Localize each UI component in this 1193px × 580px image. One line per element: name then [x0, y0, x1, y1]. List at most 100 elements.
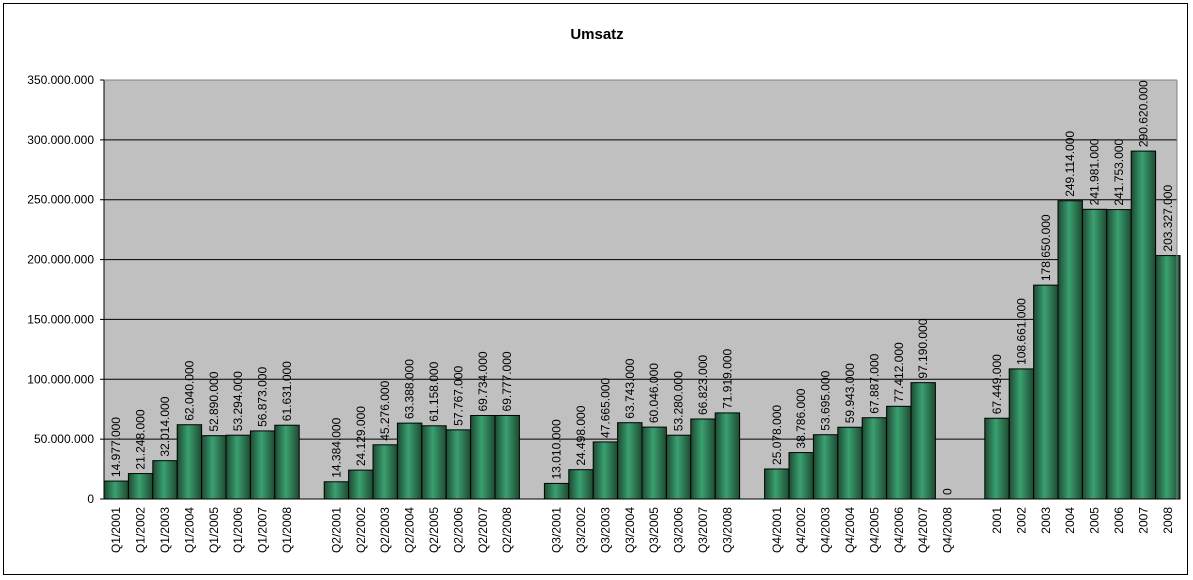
- x-tick-label: 2007: [1136, 507, 1150, 534]
- x-tick-label: Q3/2007: [696, 507, 710, 553]
- data-label: 56.873.000: [256, 367, 270, 427]
- bar: [396, 422, 423, 500]
- bar: [1057, 200, 1083, 500]
- x-tick-label: Q3/2006: [672, 507, 686, 553]
- y-tick-label: 250.000.000: [27, 193, 94, 207]
- data-label: 108.661.000: [1014, 298, 1028, 365]
- data-label: 203.327.000: [1161, 185, 1175, 252]
- bar: [984, 417, 1010, 500]
- x-tick-label: 2003: [1039, 507, 1053, 534]
- data-label: 61.631.000: [280, 361, 294, 421]
- data-label: 66.823.000: [696, 355, 710, 415]
- y-tick-label: 200.000.000: [27, 253, 94, 267]
- data-label: 0: [941, 488, 955, 495]
- bar: [837, 426, 863, 500]
- x-tick-label: Q1/2005: [207, 507, 221, 553]
- bar: [714, 412, 741, 500]
- bar: [592, 441, 619, 500]
- bar: [665, 434, 692, 500]
- bar: [249, 430, 276, 500]
- bar: [568, 469, 594, 500]
- data-label: 24.498.000: [574, 405, 588, 465]
- x-tick-label: 2002: [1014, 507, 1028, 534]
- bar: [323, 481, 350, 500]
- data-label: 290.620.000: [1136, 80, 1150, 147]
- bar: [861, 417, 888, 500]
- data-label: 32.014.000: [158, 396, 172, 456]
- x-tick-label: Q3/2008: [720, 507, 734, 553]
- data-label: 67.449.000: [990, 354, 1004, 414]
- data-label: 69.777.000: [500, 351, 514, 411]
- x-tick-label: Q4/2004: [843, 507, 857, 553]
- x-tick-label: Q3/2004: [623, 507, 637, 553]
- bar: [690, 418, 716, 500]
- x-tick-label: Q4/2007: [916, 507, 930, 553]
- bar: [127, 473, 154, 500]
- bar: [176, 424, 203, 500]
- data-label: 13.010.000: [550, 419, 564, 479]
- bar: [274, 424, 300, 500]
- data-label: 53.294.000: [231, 371, 245, 431]
- x-tick-label: Q3/2005: [647, 507, 661, 553]
- chart-frame: Umsatz 0 50.000.000 100.000.000 150.000.000…: [3, 3, 1188, 575]
- bar: [494, 414, 520, 500]
- data-label: 25.078.000: [770, 405, 784, 465]
- data-label: 38.786.000: [794, 388, 808, 448]
- x-tick-label: Q3/2001: [550, 507, 564, 553]
- bar: [470, 415, 496, 500]
- data-label: 14.384.000: [329, 417, 343, 477]
- data-label: 21.248.000: [134, 409, 148, 469]
- data-label: 71.919.000: [720, 349, 734, 409]
- x-tick-label: Q3/2002: [574, 507, 588, 553]
- bar: [201, 435, 227, 500]
- x-tick-label: Q2/2007: [476, 507, 490, 553]
- bar: [1081, 208, 1108, 500]
- x-tick-label: Q1/2007: [256, 507, 270, 553]
- data-label: 61.158.000: [427, 361, 441, 421]
- bar: [764, 468, 790, 500]
- bar: [641, 426, 667, 500]
- bar: [445, 429, 472, 500]
- x-tick-label: Q1/2008: [280, 507, 294, 553]
- data-label: 63.388.000: [403, 359, 417, 419]
- x-tick-label: Q2/2001: [329, 507, 343, 553]
- data-label: 241.981.000: [1088, 138, 1102, 205]
- x-tick-label: Q2/2003: [378, 507, 392, 553]
- bar: [348, 469, 374, 500]
- x-tick-label: Q4/2001: [770, 507, 784, 553]
- data-label: 14.977.000: [109, 417, 123, 477]
- chart-title: Umsatz: [570, 26, 623, 43]
- data-label: 59.943.000: [843, 363, 857, 423]
- x-tick-label: Q1/2002: [134, 507, 148, 553]
- x-tick-label: 2005: [1088, 507, 1102, 534]
- y-tick-label: 100.000.000: [27, 372, 94, 386]
- x-tick-label: Q1/2004: [182, 507, 196, 553]
- bar: [1033, 284, 1059, 500]
- x-tick-label: Q2/2004: [403, 507, 417, 553]
- data-label: 47.665.000: [598, 378, 612, 438]
- data-label: 60.046.000: [647, 363, 661, 423]
- x-tick-label: Q2/2006: [451, 507, 465, 553]
- bar: [152, 460, 178, 500]
- bar: [886, 405, 912, 500]
- x-tick-label: Q1/2003: [158, 507, 172, 553]
- data-label: 62.040.000: [182, 360, 196, 420]
- x-tick-label: 2001: [990, 507, 1004, 534]
- data-label: 53.695.000: [819, 370, 833, 430]
- bar: [1106, 209, 1132, 500]
- bar: [1155, 255, 1181, 500]
- x-tick-label: Q2/2005: [427, 507, 441, 553]
- y-tick-label: 350.000.000: [27, 73, 94, 87]
- x-tick-label: Q2/2008: [500, 507, 514, 553]
- bar: [372, 444, 398, 500]
- data-label: 67.887.000: [867, 353, 881, 413]
- bar: [1008, 368, 1035, 500]
- bar: [812, 434, 839, 500]
- data-label: 249.114.000: [1063, 131, 1077, 197]
- bar: [617, 422, 643, 500]
- data-label: 97.190.000: [916, 318, 930, 378]
- data-label: 57.767.000: [451, 365, 465, 425]
- bar: [788, 452, 814, 500]
- x-tick-label: Q1/2001: [109, 507, 123, 553]
- bar: [1130, 150, 1157, 500]
